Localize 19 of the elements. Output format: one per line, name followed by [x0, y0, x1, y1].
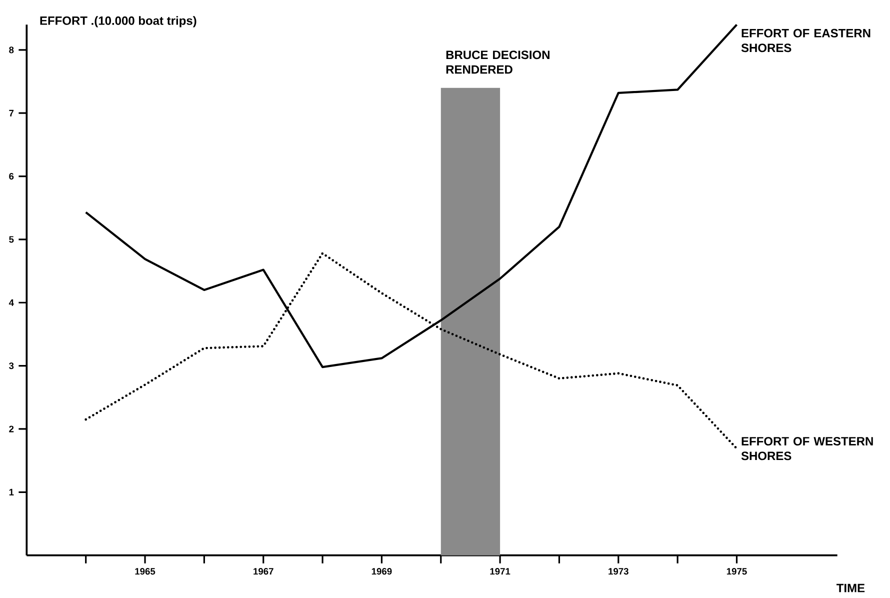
y-tick-label: 1	[9, 488, 14, 496]
series-label: EFFORT OF WESTERN SHORES	[741, 436, 873, 460]
y-axis-title: EFFORT .(10.000 boat trips)	[40, 16, 196, 28]
y-tick-label: 6	[9, 172, 14, 180]
y-tick-label: 5	[9, 236, 14, 243]
x-axis-title: TIME	[836, 584, 865, 592]
y-tick-label: 2	[9, 426, 14, 432]
series-label: EFFORT OF EASTERN SHORES	[741, 28, 870, 52]
y-tick-label: 8	[9, 46, 14, 54]
x-tick-label: 1975	[726, 568, 747, 575]
x-tick-label: 1973	[608, 568, 628, 575]
y-tick-label: 3	[8, 362, 14, 370]
band-label: BRUCE DECISION RENDERED	[446, 50, 550, 74]
x-tick-label: 1967	[254, 568, 274, 575]
y-tick-label: 4	[8, 299, 14, 306]
x-tick-label: 1969	[372, 568, 392, 575]
x-tick-label: 1965	[135, 568, 156, 575]
x-tick-label: 1971	[490, 568, 510, 575]
y-tick-label: 7	[9, 110, 14, 116]
